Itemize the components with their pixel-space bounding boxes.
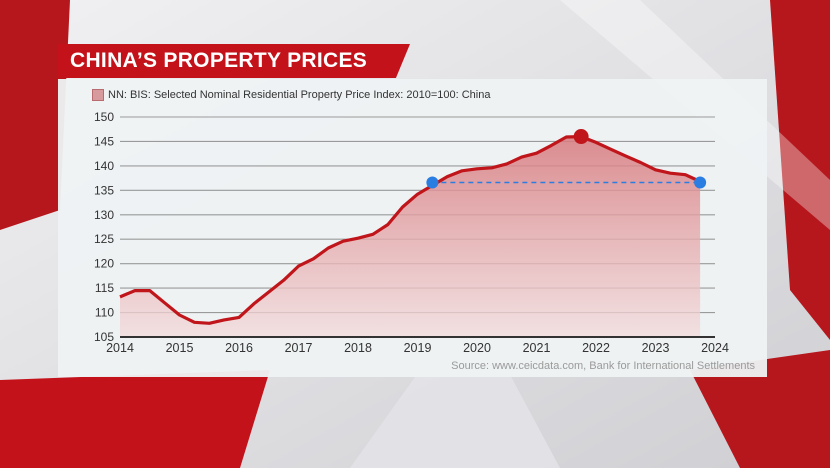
y-tick-label: 105 bbox=[94, 330, 114, 344]
peak-marker bbox=[573, 129, 589, 145]
x-tick-label: 2014 bbox=[106, 341, 134, 355]
y-tick-label: 125 bbox=[94, 232, 114, 246]
x-tick-label: 2023 bbox=[642, 341, 670, 355]
y-tick-label: 115 bbox=[95, 281, 114, 295]
y-tick-label: 140 bbox=[94, 159, 114, 173]
x-tick-label: 2016 bbox=[225, 341, 253, 355]
x-tick-label: 2017 bbox=[285, 341, 313, 355]
title-banner: CHINA’S PROPERTY PRICES bbox=[58, 44, 410, 78]
y-tick-label: 130 bbox=[94, 208, 114, 222]
legend-swatch bbox=[92, 89, 104, 101]
bg-red-stripe-left bbox=[0, 0, 70, 230]
annotations bbox=[426, 129, 707, 189]
y-tick-label: 150 bbox=[94, 110, 114, 124]
x-tick-label: 2021 bbox=[523, 341, 551, 355]
compare-marker-start bbox=[426, 176, 439, 189]
x-tick-label: 2020 bbox=[463, 341, 491, 355]
x-tick-label: 2015 bbox=[166, 341, 194, 355]
series-line bbox=[119, 135, 701, 325]
line-series bbox=[119, 135, 701, 325]
y-tick-label: 135 bbox=[94, 183, 114, 197]
series-area bbox=[120, 136, 701, 337]
bg-red-stripe-right bbox=[770, 0, 830, 340]
bg-light-facet bbox=[350, 300, 560, 468]
y-tick-label: 120 bbox=[94, 257, 114, 271]
source-note: Source: www.ceicdata.com, Bank for Inter… bbox=[451, 360, 755, 372]
bg-red-stripe-bottom-right bbox=[690, 350, 830, 468]
compare-marker-end bbox=[694, 176, 707, 189]
area-series bbox=[120, 136, 701, 337]
x-tick-label: 2022 bbox=[582, 341, 610, 355]
y-tick-label: 145 bbox=[94, 134, 114, 148]
x-tick-label: 2018 bbox=[344, 341, 372, 355]
legend-label: NN: BIS: Selected Nominal Residential Pr… bbox=[108, 89, 491, 101]
x-tick-label: 2024 bbox=[701, 341, 729, 355]
page-title: CHINA’S PROPERTY PRICES bbox=[70, 49, 368, 72]
bg-red-stripe-bottom-left bbox=[0, 370, 270, 468]
y-tick-label: 110 bbox=[95, 306, 114, 320]
chart-legend: NN: BIS: Selected Nominal Residential Pr… bbox=[92, 89, 490, 101]
x-tick-label: 2019 bbox=[404, 341, 432, 355]
axes: 105 110 115 120 125 130 135 140 145 150 2014 2015 20… bbox=[94, 110, 729, 355]
